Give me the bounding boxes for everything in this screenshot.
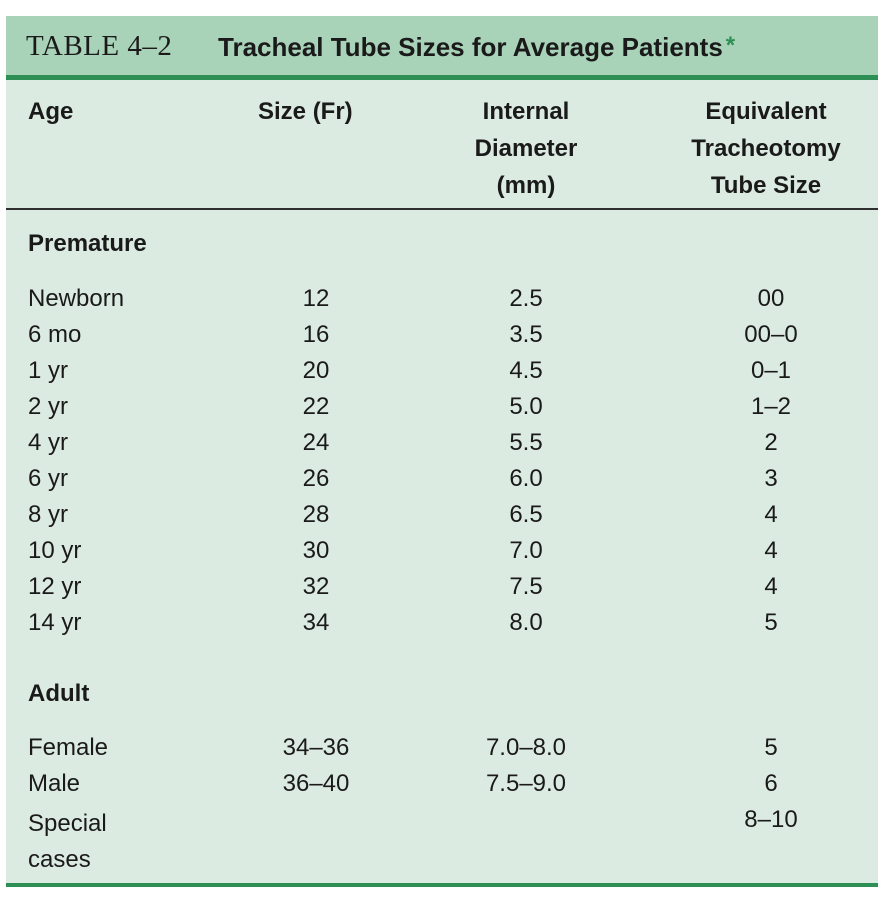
cell-size: 26: [302, 465, 330, 492]
cell-age: Male: [28, 770, 81, 797]
table-title: Tracheal Tube Sizes for Average Patients…: [218, 32, 735, 63]
table-row: Female 34–36 7.0–8.0 5: [6, 734, 878, 770]
table-row: 1 yr 20 4.5 0–1: [6, 357, 878, 393]
cell-internal-diameter: 2.5: [509, 285, 543, 312]
cell-equivalent-size: 00: [757, 285, 785, 312]
cell-equivalent-size: 5: [764, 609, 778, 636]
cell-equivalent-size: 5: [764, 734, 778, 761]
cell-internal-diameter: 7.5–9.0: [485, 770, 567, 797]
table-row: Male 36–40 7.5–9.0 6: [6, 770, 878, 806]
header-id-line: Internal: [482, 98, 570, 125]
header-size: Size (Fr): [258, 98, 353, 125]
cell-age-line: Special: [28, 810, 107, 837]
cell-age: Special cases: [28, 806, 107, 878]
cell-size: 12: [302, 285, 330, 312]
cell-equivalent-size: 6: [764, 770, 778, 797]
header-id-line: (mm): [496, 172, 556, 199]
header-eq-line: Equivalent: [705, 98, 827, 125]
cell-size: 32: [302, 573, 330, 600]
cell-size: 36–40: [282, 770, 350, 797]
cell-size: 34: [302, 609, 330, 636]
table-row: 2 yr 22 5.0 1–2: [6, 393, 878, 429]
header-eq-line: Tube Size: [710, 172, 822, 199]
cell-internal-diameter: 5.0: [509, 393, 543, 420]
cell-age-line: cases: [28, 846, 91, 873]
header-eq-line: Tracheotomy: [691, 135, 841, 162]
cell-equivalent-size: 4: [764, 573, 778, 600]
cell-size: 30: [302, 537, 330, 564]
table-row: 12 yr 32 7.5 4: [6, 573, 878, 609]
cell-age: 1 yr: [28, 357, 69, 384]
cell-age: 10 yr: [28, 537, 82, 564]
cell-equivalent-size: 8–10: [744, 806, 798, 833]
table-row: Special cases 8–10: [6, 806, 878, 878]
table-title-bar: TABLE 4–2 Tracheal Tube Sizes for Averag…: [6, 16, 878, 80]
cell-size: 34–36: [282, 734, 350, 761]
cell-age: Newborn: [28, 285, 125, 312]
cell-internal-diameter: 4.5: [509, 357, 543, 384]
section-premature: Premature: [28, 230, 147, 257]
cell-age: 8 yr: [28, 501, 69, 528]
cell-age: 6 mo: [28, 321, 82, 348]
cell-age: Female: [28, 734, 109, 761]
cell-internal-diameter: 7.0: [509, 537, 543, 564]
cell-age: 2 yr: [28, 393, 69, 420]
table-body: Age Size (Fr) Internal Diameter (mm) Equ…: [6, 80, 878, 887]
table-row: 14 yr 34 8.0 5: [6, 609, 878, 645]
header-age: Age: [28, 98, 74, 125]
header-row: Age Size (Fr) Internal Diameter (mm) Equ…: [6, 80, 878, 210]
table-title-text: Tracheal Tube Sizes for Average Patients: [218, 32, 723, 62]
table-row: Newborn 12 2.5 00: [6, 285, 878, 321]
footnote-star: *: [725, 32, 736, 59]
cell-size: 28: [302, 501, 330, 528]
table-row: 6 mo 16 3.5 00–0: [6, 321, 878, 357]
cell-age: 6 yr: [28, 465, 69, 492]
cell-age: 14 yr: [28, 609, 82, 636]
cell-equivalent-size: 4: [764, 537, 778, 564]
cell-internal-diameter: 3.5: [509, 321, 543, 348]
cell-age: 4 yr: [28, 429, 69, 456]
header-equivalent-size: Equivalent Tracheotomy Tube Size: [676, 93, 856, 204]
cell-internal-diameter: 6.5: [509, 501, 543, 528]
tracheal-tube-table: TABLE 4–2 Tracheal Tube Sizes for Averag…: [6, 16, 878, 887]
header-internal-diameter: Internal Diameter (mm): [446, 93, 606, 204]
cell-internal-diameter: 7.0–8.0: [485, 734, 567, 761]
cell-equivalent-size: 3: [764, 465, 778, 492]
table-row: 6 yr 26 6.0 3: [6, 465, 878, 501]
cell-equivalent-size: 4: [764, 501, 778, 528]
cell-equivalent-size: 0–1: [750, 357, 792, 384]
cell-equivalent-size: 2: [764, 429, 778, 456]
table-row: 4 yr 24 5.5 2: [6, 429, 878, 465]
cell-equivalent-size: 1–2: [750, 393, 792, 420]
cell-internal-diameter: 8.0: [509, 609, 543, 636]
section-adult: Adult: [28, 680, 90, 707]
table-row: 10 yr 30 7.0 4: [6, 537, 878, 573]
cell-equivalent-size: 00–0: [744, 321, 798, 348]
cell-size: 22: [302, 393, 330, 420]
header-id-line: Diameter: [474, 135, 578, 162]
cell-internal-diameter: 6.0: [509, 465, 543, 492]
cell-age: 12 yr: [28, 573, 82, 600]
cell-internal-diameter: 7.5: [509, 573, 543, 600]
cell-internal-diameter: 5.5: [509, 429, 543, 456]
cell-size: 16: [302, 321, 330, 348]
table-row: 8 yr 28 6.5 4: [6, 501, 878, 537]
cell-size: 20: [302, 357, 330, 384]
cell-size: 24: [302, 429, 330, 456]
table-number: TABLE 4–2: [26, 30, 173, 62]
